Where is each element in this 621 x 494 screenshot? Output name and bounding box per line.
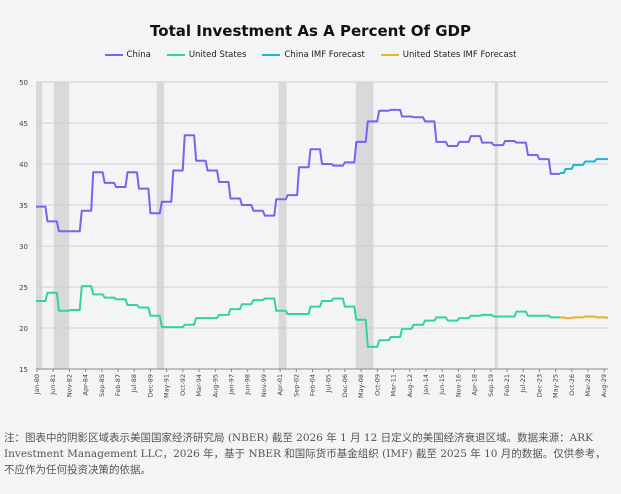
x-tick-label: Mar-28 [584, 374, 592, 396]
x-tick-label: Mar-94 [195, 374, 203, 396]
x-tick-label: Dec-89 [146, 374, 154, 397]
x-tick-label: Feb-21 [503, 374, 511, 396]
series-line-united-states-imf-forecast [559, 315, 609, 320]
legend-label: United States [188, 50, 247, 60]
x-tick-label: Apr-18 [471, 374, 479, 395]
legend-item-us: United States [166, 50, 247, 60]
y-tick-label: 15 [19, 366, 28, 374]
x-tick-label: May-08 [357, 374, 365, 398]
x-tick-label: Sep-85 [98, 374, 106, 397]
x-tick-label: May-25 [552, 374, 560, 398]
y-tick-label: 25 [19, 284, 28, 292]
x-tick-label: Jul-88 [130, 374, 138, 393]
legend-label: China IMF Forecast [284, 50, 365, 60]
x-tick-label: May-91 [163, 374, 171, 398]
y-tick-label: 50 [19, 79, 28, 87]
x-tick-label: Aug-95 [211, 374, 219, 397]
series-line-china [36, 108, 560, 233]
x-tick-label: Jun-81 [49, 374, 57, 396]
x-tick-label: Jul-05 [325, 374, 333, 393]
x-tick-label: Apr-84 [82, 374, 90, 395]
x-tick-label: Sep-02 [292, 374, 300, 397]
legend-item-china-forecast: China IMF Forecast [262, 50, 365, 60]
x-tick-label: Aug-29 [600, 374, 608, 397]
legend-label: United States IMF Forecast [402, 50, 517, 60]
x-tick-label: Oct-09 [373, 374, 381, 396]
y-tick-label: 35 [19, 202, 28, 210]
chart-title: Total Investment As A Percent Of GDP [150, 22, 471, 40]
x-tick-label: Apr-01 [276, 374, 284, 395]
legend: China United States China IMF Forecast U… [0, 50, 621, 60]
x-tick-label: Mar-11 [390, 374, 398, 396]
x-tick-label: Nov-82 [65, 374, 73, 397]
x-tick-label: Sep-19 [487, 374, 495, 397]
x-tick-label: Jan-80 [33, 374, 41, 396]
plot-area: 15 20 25 30 35 40 45 50 Jan-80 Jun-81 Nov-82 Apr-84… [19, 79, 609, 398]
x-tick-label: Feb-87 [114, 374, 122, 396]
x-tick-label: Aug-12 [406, 374, 414, 397]
legend-item-china: China [104, 50, 151, 60]
x-tick-label: Feb-04 [309, 374, 317, 396]
y-tick-label: 45 [19, 120, 28, 128]
recession-band [278, 82, 287, 369]
recession-band [53, 82, 70, 369]
x-tick-label: Oct-26 [568, 374, 576, 396]
x-tick-label: Jun-98 [244, 374, 252, 396]
recession-band [494, 82, 498, 369]
x-tick-label: Jan-97 [227, 374, 235, 396]
y-tick-label: 20 [19, 325, 28, 333]
x-tick-label: Jan-14 [422, 374, 430, 396]
x-tick-label: Oct-92 [179, 374, 187, 396]
legend-label: China [126, 50, 151, 60]
x-tick-label: Nov-16 [454, 374, 462, 397]
x-tick-label: Nov-99 [260, 374, 268, 397]
footnote: 注：图表中的阴影区域表示美国国家经济研究局 (NBER) 截至 2026 年 1… [4, 432, 606, 476]
x-tick-label: Dec-23 [535, 374, 543, 397]
x-tick-label: Jul-22 [519, 374, 527, 393]
series-line-united-states [36, 285, 560, 348]
x-tick-label: Dec-06 [341, 374, 349, 397]
series-line-china-imf-forecast [559, 158, 608, 175]
recession-band [36, 82, 43, 369]
recession-band [156, 82, 165, 369]
x-tick-label: Jun-15 [438, 374, 446, 396]
legend-item-us-forecast: United States IMF Forecast [380, 50, 517, 60]
y-tick-label: 40 [19, 161, 28, 169]
y-tick-label: 30 [19, 243, 28, 251]
recession-band [355, 82, 374, 369]
